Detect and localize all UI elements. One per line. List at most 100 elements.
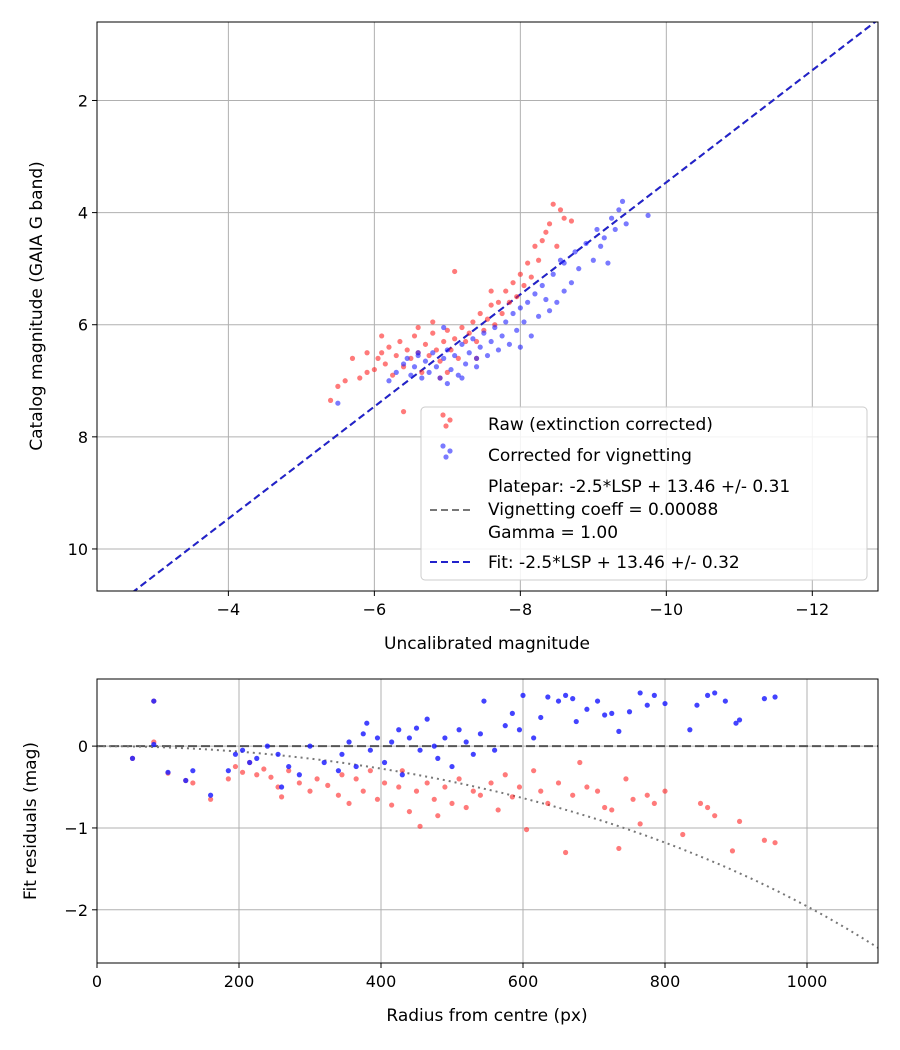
corrected-point: [286, 763, 292, 770]
raw-point: [561, 215, 567, 221]
corrected-point: [151, 741, 157, 748]
corrected-point: [626, 709, 633, 715]
corrected-point: [275, 751, 281, 757]
raw-point: [444, 369, 450, 375]
raw-point: [680, 831, 686, 838]
corrected-point: [444, 380, 450, 387]
corrected-point: [408, 372, 414, 378]
corrected-point: [531, 735, 537, 741]
raw-point: [433, 347, 440, 353]
corrected-point: [279, 784, 285, 790]
corrected-point: [360, 731, 366, 737]
corrected-point: [444, 347, 450, 353]
corrected-point: [583, 240, 589, 247]
raw-point: [399, 768, 405, 774]
raw-point: [477, 792, 483, 798]
corrected-point: [393, 369, 399, 375]
x-tick-label: 200: [224, 972, 255, 991]
corrected-point: [605, 260, 611, 266]
corrected-point: [525, 299, 531, 305]
raw-point: [279, 794, 285, 800]
legend-box: [420, 406, 868, 581]
corrected-point: [386, 378, 392, 384]
corrected-point: [484, 352, 491, 359]
raw-point: [325, 782, 331, 788]
corrected-point: [616, 207, 622, 213]
raw-point: [456, 776, 462, 782]
bottom-ticks: 0 200 400 600 800 1000 0 −1 −2: [64, 737, 827, 991]
corrected-point: [339, 751, 345, 757]
corrected-point: [481, 698, 487, 704]
corrected-point: [687, 727, 693, 733]
corrected-point: [608, 215, 615, 221]
raw-point: [463, 804, 469, 811]
bottom-x-axis-label: Radius from centre (px): [386, 1006, 587, 1026]
raw-point: [400, 409, 407, 415]
corrected-point: [722, 698, 728, 704]
corrected-point: [520, 692, 526, 698]
corrected-point: [449, 763, 455, 770]
raw-point: [523, 826, 530, 833]
raw-point: [360, 788, 366, 794]
x-tick-label: 0: [92, 972, 102, 991]
raw-point: [406, 808, 412, 815]
top-axes-frame: [96, 21, 879, 592]
legend-corrected-marker: [440, 443, 453, 460]
raw-point: [232, 763, 239, 770]
raw-point: [374, 796, 381, 802]
corrected-point: [488, 338, 494, 345]
raw-point: [546, 221, 553, 227]
legend-corrected-label: Corrected for vignetting: [488, 446, 692, 466]
raw-point: [651, 800, 657, 807]
raw-point: [225, 776, 231, 782]
corrected-point: [637, 690, 643, 696]
raw-point: [437, 358, 443, 364]
raw-point: [459, 324, 465, 331]
corrected-point: [528, 333, 534, 339]
y-tick-label: −2: [64, 901, 88, 920]
corrected-point: [367, 747, 373, 753]
raw-point: [488, 288, 494, 294]
x-tick-label: 600: [508, 972, 539, 991]
corrected-point: [183, 777, 189, 784]
raw-point: [417, 823, 423, 829]
corrected-point: [232, 751, 239, 757]
raw-point: [426, 352, 432, 359]
raw-point: [419, 369, 425, 375]
corrected-point: [441, 324, 447, 331]
raw-point: [535, 257, 542, 263]
corrected-point: [254, 755, 260, 761]
corrected-point: [424, 716, 430, 722]
raw-point: [616, 845, 622, 852]
raw-point: [705, 804, 711, 811]
corrected-point: [437, 375, 443, 381]
raw-point: [623, 776, 629, 782]
raw-point: [545, 800, 551, 807]
raw-point: [516, 784, 523, 790]
corrected-point: [623, 221, 629, 227]
raw-point: [736, 818, 743, 825]
raw-point: [563, 849, 569, 856]
raw-point: [473, 338, 480, 345]
raw-point: [430, 330, 436, 336]
raw-point: [662, 788, 668, 794]
corrected-point: [413, 725, 420, 731]
corrected-point: [761, 696, 768, 702]
raw-point: [729, 848, 736, 854]
raw-point: [521, 282, 527, 289]
raw-point: [543, 229, 549, 235]
corrected-point: [584, 706, 590, 712]
raw-point: [307, 788, 313, 794]
corrected-point: [396, 727, 402, 733]
x-tick-label: −12: [795, 600, 829, 619]
raw-point: [532, 243, 538, 249]
corrected-point: [554, 299, 560, 305]
raw-point: [441, 338, 447, 345]
corrected-point: [364, 720, 370, 726]
y-tick-label: −1: [64, 819, 88, 838]
corrected-point: [381, 759, 388, 766]
x-tick-label: 800: [650, 972, 681, 991]
residuals-vs-radius-chart: 0 200 400 600 800 1000 0 −1 −2 Radius from centr…: [21, 678, 879, 1026]
corrected-point: [495, 347, 502, 353]
corrected-point: [736, 717, 743, 723]
